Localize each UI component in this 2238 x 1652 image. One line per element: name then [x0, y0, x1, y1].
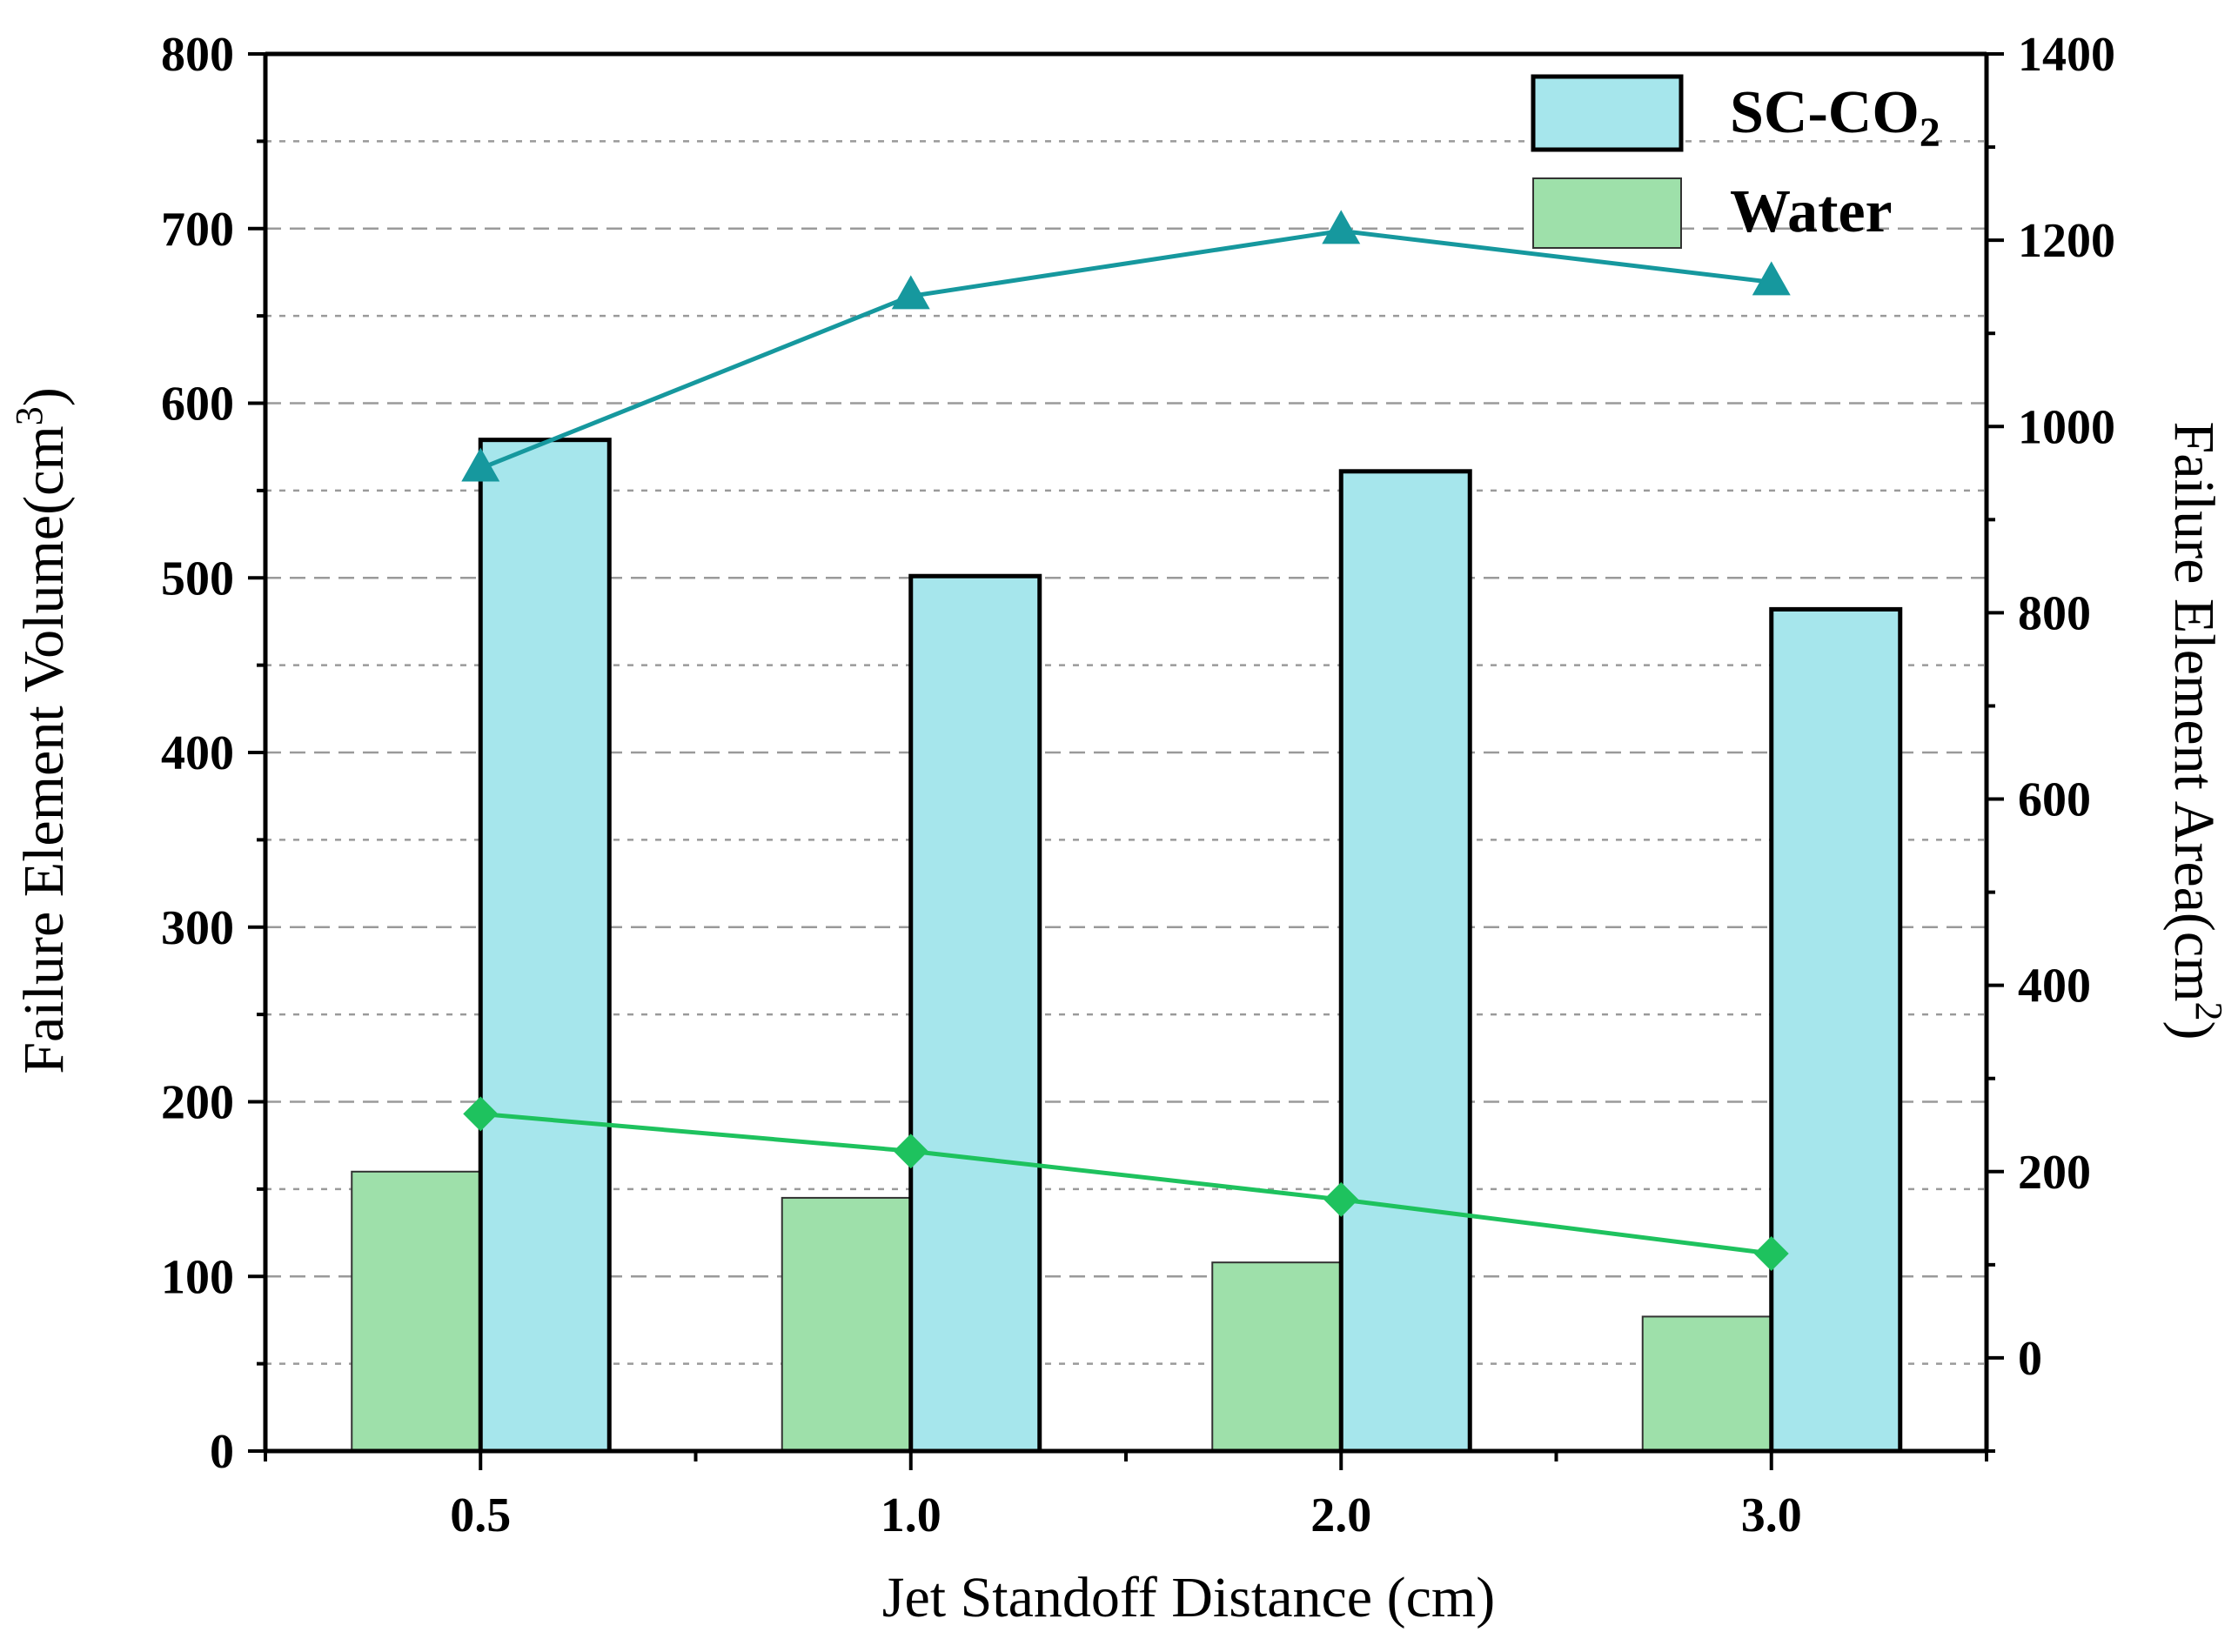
legend-swatch-sc-co2	[1531, 74, 1684, 152]
y-left-tick-label: 0	[210, 1425, 234, 1479]
series-line-sc-co2-area	[479, 228, 1772, 471]
bar-water-2.0	[1211, 1261, 1343, 1452]
marker-water-area-3.0	[1753, 1236, 1789, 1272]
y-right-tick-label: 600	[2018, 773, 2091, 827]
bar-sc-co2-0.5	[478, 438, 612, 1454]
bars	[351, 438, 1903, 1454]
y-right-tick-label: 200	[2018, 1146, 2091, 1200]
y-left-tick-label: 700	[161, 203, 234, 257]
marker-sc-co2-area-0.5	[461, 447, 500, 482]
x-tick-label: 1.0	[881, 1488, 941, 1542]
y-left-tick-label: 300	[161, 901, 234, 955]
legend-label-sc-co2: SC-CO2	[1730, 79, 1940, 156]
bar-sc-co2-1.0	[908, 573, 1042, 1454]
y-axis-left-title: Failure Element Volume(cm3)	[8, 387, 76, 1073]
y-left-tick-label: 400	[161, 726, 234, 780]
legend-label-water: Water	[1730, 178, 1893, 245]
marker-water-area-1.0	[893, 1134, 928, 1169]
y-right-tick-label: 800	[2018, 586, 2091, 640]
marker-water-area-0.5	[463, 1096, 499, 1132]
y-right-tick-label: 0	[2018, 1332, 2042, 1386]
marker-water-area-2.0	[1323, 1181, 1359, 1217]
legend: SC-CO2 Water	[1531, 74, 1940, 249]
y-axis-right-title: Failure Element Area(cm2)	[2162, 421, 2230, 1040]
bar-water-3.0	[1641, 1315, 1772, 1452]
line-series	[461, 210, 1791, 1272]
bar-sc-co2-2.0	[1338, 469, 1472, 1454]
y-left-tick-label: 600	[161, 378, 234, 431]
y-left-tick-label: 200	[161, 1076, 234, 1130]
y-left-tick-label: 500	[161, 552, 234, 605]
bar-sc-co2-3.0	[1769, 606, 1903, 1454]
y-right-tick-label: 400	[2018, 960, 2091, 1013]
tick-labels: 0 100 200 300 400 500 600 700 800 0 200 400 600 800 10…	[161, 28, 2115, 1542]
marker-sc-co2-area-3.0	[1752, 261, 1791, 296]
x-axis-title: Jet Standoff Distance (cm)	[882, 1566, 1495, 1629]
x-tick-label: 2.0	[1310, 1488, 1371, 1542]
bar-water-1.0	[781, 1196, 912, 1452]
axes	[248, 51, 2004, 1470]
y-right-tick-label: 1000	[2018, 400, 2115, 454]
y-left-tick-label: 100	[161, 1250, 234, 1304]
y-right-tick-label: 1200	[2018, 214, 2115, 268]
marker-sc-co2-area-1.0	[891, 275, 930, 310]
series-line-water-area	[480, 1111, 1772, 1256]
marker-sc-co2-area-2.0	[1322, 210, 1361, 244]
x-tick-label: 3.0	[1741, 1488, 1802, 1542]
legend-swatch-water	[1532, 177, 1682, 249]
grid-lines	[265, 140, 1987, 1365]
bar-water-0.5	[351, 1170, 482, 1453]
y-left-tick-label: 800	[161, 28, 234, 82]
y-right-tick-label: 1400	[2018, 28, 2115, 82]
x-tick-label: 0.5	[450, 1488, 511, 1542]
